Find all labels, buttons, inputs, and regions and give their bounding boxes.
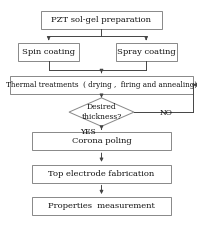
Text: Corona poling: Corona poling xyxy=(71,137,131,145)
Text: Spray coating: Spray coating xyxy=(116,48,175,56)
Text: Desired
thickness?: Desired thickness? xyxy=(81,103,121,121)
Text: NO: NO xyxy=(159,109,172,117)
Text: Thermal treatments  ( drying ,  firing and annealing): Thermal treatments ( drying , firing and… xyxy=(6,81,196,89)
Text: PZT sol-gel preparation: PZT sol-gel preparation xyxy=(51,16,151,24)
FancyBboxPatch shape xyxy=(32,132,170,150)
FancyBboxPatch shape xyxy=(40,11,162,29)
Text: Properties  measurement: Properties measurement xyxy=(48,202,154,210)
Text: Spin coating: Spin coating xyxy=(22,48,75,56)
Text: Top electrode fabrication: Top electrode fabrication xyxy=(48,170,154,178)
Text: YES: YES xyxy=(80,128,96,136)
FancyBboxPatch shape xyxy=(32,197,170,215)
FancyBboxPatch shape xyxy=(18,43,79,61)
FancyBboxPatch shape xyxy=(32,165,170,183)
FancyBboxPatch shape xyxy=(115,43,176,61)
Polygon shape xyxy=(69,98,133,126)
FancyBboxPatch shape xyxy=(10,76,192,94)
